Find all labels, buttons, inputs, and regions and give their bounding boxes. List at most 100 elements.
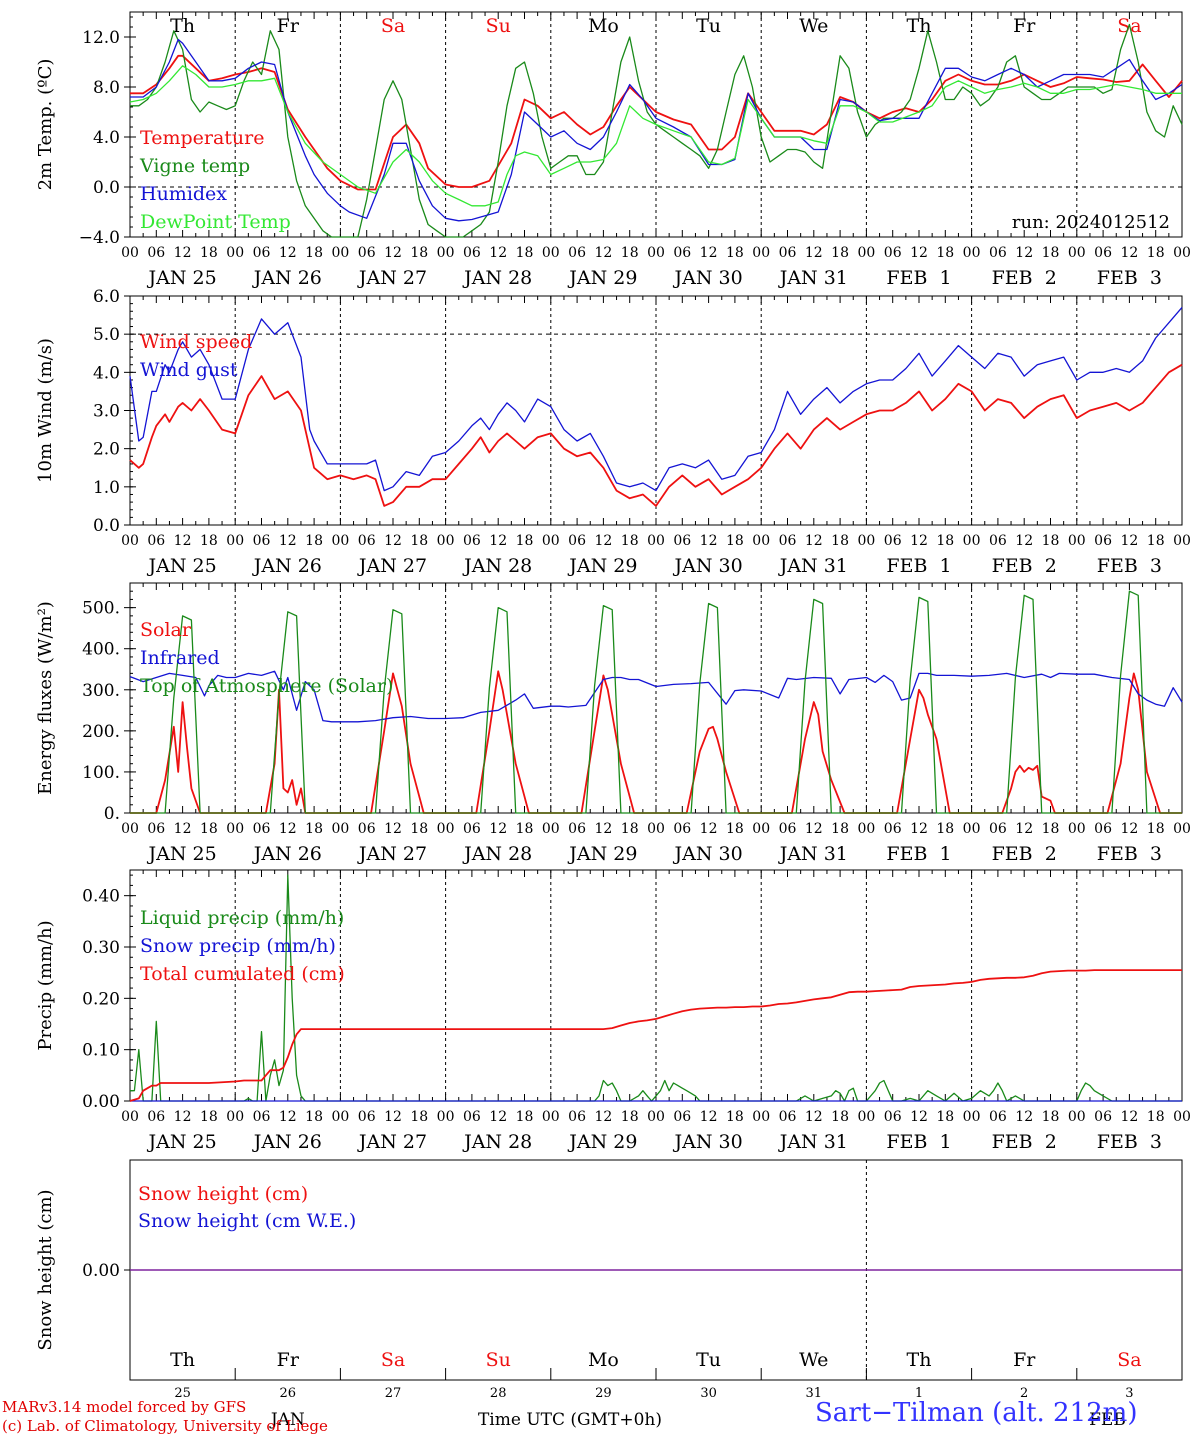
legend-entry: Wind speed: [140, 331, 252, 353]
day-number-label: 27: [385, 1386, 402, 1401]
y-tick-label: 0.20: [82, 989, 120, 1009]
y-tick-label: 4.0: [93, 363, 120, 383]
hour-tick-label: 06: [673, 245, 691, 261]
y-tick-label: 8.0: [93, 78, 120, 98]
hour-tick-label: 12: [174, 245, 192, 261]
hour-tick-label: 00: [1173, 821, 1191, 837]
y-tick-label: 0.: [104, 804, 120, 824]
hour-tick-label: 12: [700, 245, 718, 261]
hour-tick-label: 18: [1147, 1109, 1165, 1125]
y-axis-label: Precip (mm/h): [35, 920, 56, 1050]
hour-tick-label: 12: [805, 533, 823, 549]
hour-tick-label: 00: [1068, 533, 1086, 549]
y-tick-label: 3.0: [93, 402, 120, 422]
date-label: FEB 2: [992, 843, 1057, 865]
date-label: FEB 1: [886, 555, 951, 577]
y-axis-label: 10m Wind (m/s): [35, 338, 56, 483]
hour-tick-label: 00: [857, 1109, 875, 1125]
hour-tick-label: 12: [594, 245, 612, 261]
hour-tick-label: 00: [121, 533, 139, 549]
hour-tick-label: 06: [989, 1109, 1007, 1125]
hour-tick-label: 06: [463, 1109, 481, 1125]
y-tick-label: 4.0: [93, 128, 120, 148]
footer-credits: MARv3.14 model forced by GFS (c) Lab. of…: [2, 1398, 328, 1436]
hour-tick-label: 00: [857, 821, 875, 837]
hour-tick-label: 18: [1042, 245, 1060, 261]
weekday-label: Sa: [381, 15, 405, 37]
hour-tick-label: 18: [621, 1109, 639, 1125]
hour-tick-label: 00: [226, 1109, 244, 1125]
hour-tick-label: 00: [752, 533, 770, 549]
hour-tick-label: 00: [437, 821, 455, 837]
y-axis-label: 2m Temp. (ºC): [35, 59, 56, 191]
series-line-wind-speed: [129, 363, 1183, 507]
weekday-label: Th: [907, 15, 932, 37]
hour-tick-label: 18: [410, 1109, 428, 1125]
hour-tick-label: 00: [1173, 245, 1191, 261]
hour-tick-label: 18: [621, 821, 639, 837]
hour-tick-label: 00: [857, 533, 875, 549]
hour-tick-label: 18: [410, 245, 428, 261]
day-number-label: 2: [1020, 1386, 1028, 1401]
hour-tick-label: 18: [1147, 821, 1165, 837]
y-tick-label: 0.10: [82, 1041, 120, 1061]
hour-tick-label: 00: [1068, 1109, 1086, 1125]
hour-tick-label: 06: [147, 533, 165, 549]
hour-tick-label: 00: [963, 245, 981, 261]
weekday-label: Sa: [381, 1349, 405, 1371]
weekday-label: Sa: [1117, 1349, 1141, 1371]
date-label: FEB 2: [992, 1131, 1057, 1153]
hour-tick-label: 18: [831, 821, 849, 837]
date-label: JAN 30: [673, 267, 743, 289]
hour-tick-label: 18: [305, 821, 323, 837]
hour-tick-label: 12: [279, 245, 297, 261]
date-label: FEB 1: [886, 843, 951, 865]
hour-tick-label: 06: [253, 533, 271, 549]
weekday-label: Th: [170, 1349, 195, 1371]
weekday-label: Fr: [1013, 1349, 1036, 1371]
hour-tick-label: 00: [1173, 1109, 1191, 1125]
weekday-label: Tu: [696, 15, 721, 37]
hour-tick-label: 18: [621, 533, 639, 549]
hour-tick-label: 06: [463, 533, 481, 549]
hour-tick-label: 18: [516, 1109, 534, 1125]
weekday-label: Fr: [1013, 15, 1036, 37]
date-label: JAN 26: [252, 843, 322, 865]
hour-tick-label: 00: [752, 821, 770, 837]
y-tick-label: 300.: [82, 681, 120, 701]
hour-tick-label: 00: [647, 245, 665, 261]
hour-tick-label: 06: [884, 533, 902, 549]
y-tick-label: 6.0: [93, 287, 120, 307]
month-label-feb: FEB: [1089, 1410, 1126, 1430]
date-label: JAN 28: [462, 555, 532, 577]
day-number-label: 29: [595, 1386, 612, 1401]
weekday-label: We: [799, 15, 828, 37]
hour-tick-label: 18: [936, 533, 954, 549]
y-tick-label: 500.: [82, 599, 120, 619]
day-number-label: 3: [1125, 1386, 1133, 1401]
hour-tick-label: 18: [516, 245, 534, 261]
hour-tick-label: 06: [884, 821, 902, 837]
hour-tick-label: 06: [358, 245, 376, 261]
legend-entry: Liquid precip (mm/h): [140, 907, 344, 929]
hour-tick-label: 12: [910, 821, 928, 837]
series-line-dewpoint-temp: [129, 65, 1182, 207]
hour-tick-label: 06: [253, 1109, 271, 1125]
legend-entry: Snow height (cm): [138, 1183, 308, 1205]
hour-tick-label: 00: [647, 821, 665, 837]
hour-tick-label: 00: [226, 821, 244, 837]
hour-tick-label: 06: [779, 821, 797, 837]
hour-tick-label: 00: [437, 245, 455, 261]
hour-tick-label: 06: [253, 245, 271, 261]
hour-tick-label: 06: [673, 533, 691, 549]
y-tick-label: 5.0: [93, 325, 120, 345]
hour-tick-label: 12: [910, 1109, 928, 1125]
panel-energy: 0. 100. 200. 300. 400. 500. Energy fluxes (W/m…: [35, 582, 1191, 865]
day-number-label: 1: [915, 1386, 923, 1401]
hour-tick-label: 18: [621, 245, 639, 261]
weekday-label: We: [799, 1349, 828, 1371]
hour-tick-label: 06: [673, 1109, 691, 1125]
date-label: JAN 28: [462, 843, 532, 865]
hour-tick-label: 00: [121, 821, 139, 837]
hour-tick-label: 18: [1147, 533, 1165, 549]
